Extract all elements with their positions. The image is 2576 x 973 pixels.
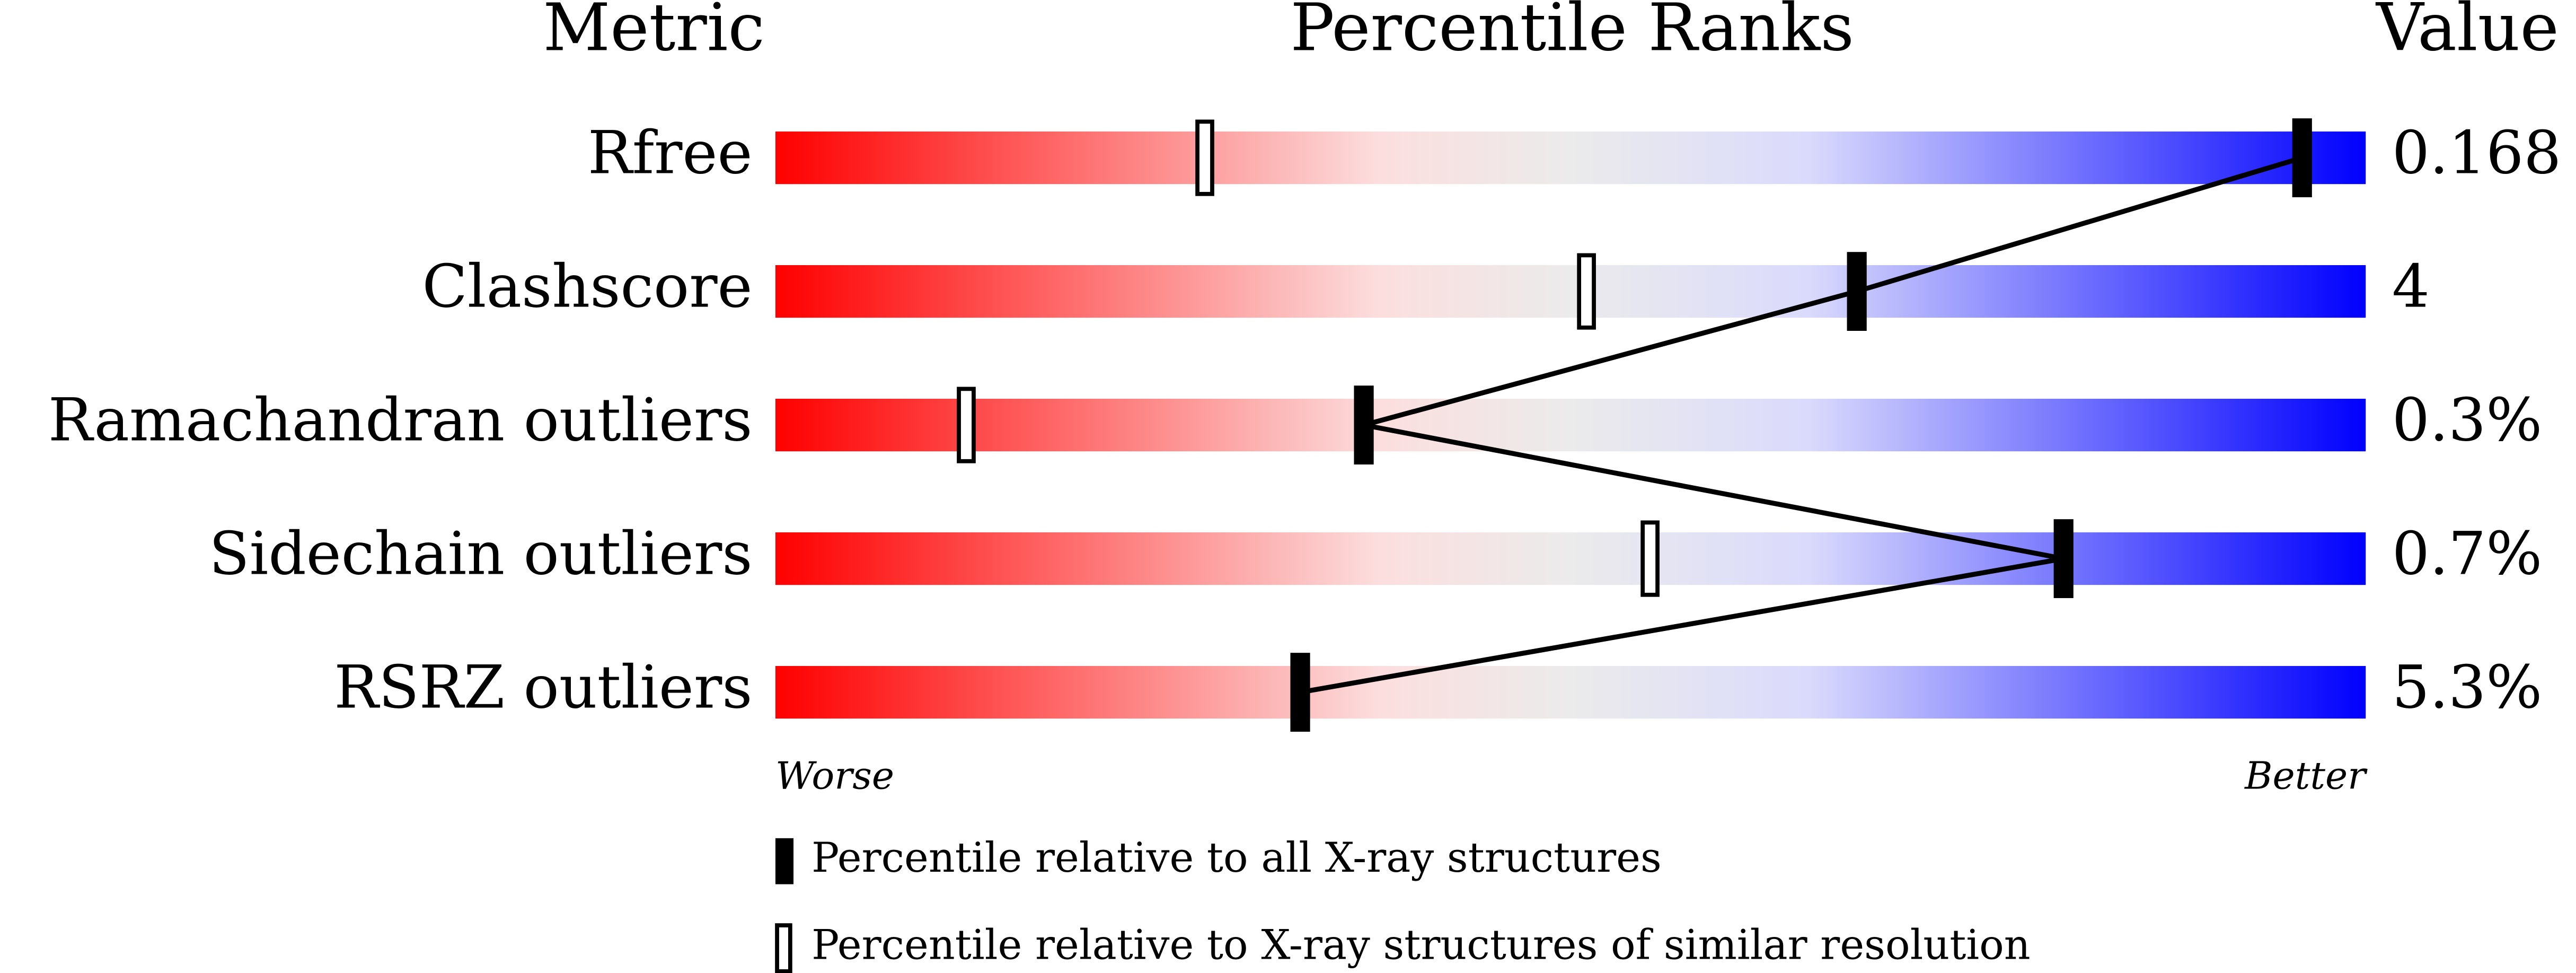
metric-label: Rfree	[588, 119, 753, 188]
percentile-bar	[775, 265, 2366, 318]
legend-marker	[775, 838, 794, 884]
metric-label: Ramachandran outliers	[48, 386, 753, 455]
metric-header: Metric	[543, 0, 764, 66]
similar-resolution-marker	[1577, 253, 1596, 330]
ranks-header: Percentile Ranks	[1290, 0, 1854, 66]
legend-label: Percentile relative to all X-ray structu…	[811, 834, 1662, 882]
legend-marker	[775, 923, 792, 973]
metric-value: 0.168	[2392, 119, 2561, 188]
metric-value: 5.3%	[2392, 653, 2542, 722]
percentile-bar	[775, 132, 2366, 185]
metric-label: Clashscore	[422, 252, 753, 321]
percentile-marker	[1354, 385, 1374, 464]
better-label: Better	[2244, 754, 2368, 798]
similar-resolution-marker	[1195, 119, 1214, 196]
metric-label: RSRZ outliers	[334, 653, 752, 722]
percentile-marker	[2053, 519, 2074, 598]
percentile-marker	[1847, 252, 1867, 331]
percentile-marker	[1290, 653, 1310, 732]
metric-label: Sidechain outliers	[209, 520, 752, 589]
metric-value: 4	[2392, 252, 2430, 321]
percentile-bar	[775, 665, 2366, 719]
value-header: Value	[2375, 0, 2559, 66]
metric-value: 0.3%	[2392, 386, 2542, 455]
worse-label: Worse	[775, 754, 894, 798]
percentile-bar	[775, 398, 2366, 452]
legend-label: Percentile relative to X-ray structures …	[811, 921, 2031, 969]
percentile-bar	[775, 532, 2366, 585]
percentile-marker	[2292, 118, 2312, 197]
similar-resolution-marker	[1640, 520, 1660, 597]
metric-value: 0.7%	[2392, 520, 2542, 589]
similar-resolution-marker	[957, 387, 976, 463]
